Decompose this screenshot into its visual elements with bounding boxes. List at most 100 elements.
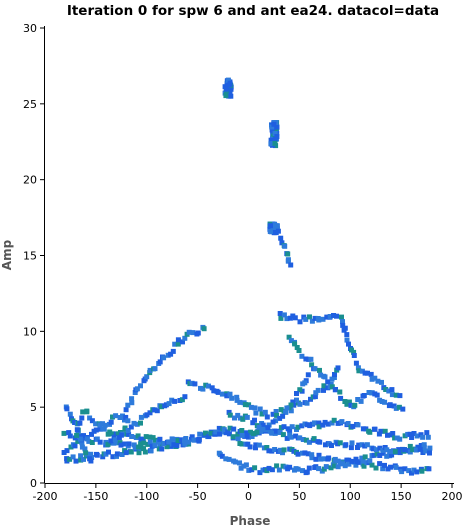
scatter-point-481 [147,367,153,373]
scatter-point-152 [297,319,303,325]
scatter-point-424 [420,434,426,440]
scatter-point-264 [335,458,341,464]
scatter-point-356 [231,426,237,432]
scatter-point-711 [421,442,427,448]
scatter-point-636 [393,405,399,411]
scatter-point-346 [202,430,208,436]
scatter-point-617 [346,399,352,405]
scatter-point-601 [309,362,315,368]
scatter-point-476 [138,383,143,389]
scatter-point-302 [78,457,84,463]
scatter-point-343 [195,437,201,443]
scatter-point-779 [413,447,419,453]
scatter-point-826 [340,319,345,325]
scatter-point-843 [368,371,374,377]
scatter-point-851 [389,387,395,393]
scatter-point-540 [203,382,209,388]
scatter-point-712 [421,445,427,451]
scatter-point-670 [304,469,310,475]
scatter-point-610 [329,384,335,390]
scatter-point-403 [363,426,369,432]
scatter-point-286 [399,469,405,475]
scatter-point-759 [356,442,362,448]
scatter-point-520 [147,410,153,416]
scatter-point-750 [329,443,334,448]
scatter-point-818 [110,414,115,420]
scatter-point-288 [406,468,412,474]
scatter-point-311 [103,451,109,457]
scatter-point-652 [252,465,258,471]
y-tick-label-4: 20 [23,174,37,187]
scatter-point-505 [108,438,114,444]
scatter-point-359 [239,428,245,433]
scatter-point-801 [74,432,80,438]
scatter-point-651 [249,467,255,473]
scatter-point-806 [80,409,86,415]
scatter-point-414 [392,435,398,441]
scatter-point-698 [384,453,390,459]
scatter-point-38 [225,77,231,83]
scatter-point-613 [337,389,343,395]
scatter-point-785 [64,406,70,412]
scatter-point-453 [138,441,144,447]
scatter-point-297 [64,458,70,464]
scatter-point-29 [227,87,233,93]
scatter-point-407 [372,426,378,432]
scatter-point-835 [351,349,357,355]
scatter-point-591 [286,334,292,340]
scatter-point-147 [281,312,287,318]
scatter-point-678 [328,465,334,471]
scatter-point-132 [267,229,273,234]
scatter-point-348 [208,430,214,436]
scatter-point-839 [356,368,362,374]
scatter-point-397 [345,421,351,426]
scatter-point-419 [407,431,413,437]
scatter-point-420 [409,435,415,440]
scatter-point-460 [157,436,163,442]
scatter-point-660 [276,467,282,473]
scatter-point-399 [350,423,356,429]
scatter-point-872 [266,422,272,428]
scatter-point-837 [353,360,359,366]
scatter-point-603 [312,366,318,372]
scatter-point-690 [360,457,366,462]
scatter-point-719 [240,416,246,422]
scatter-point-824 [125,418,131,424]
scatter-point-353 [221,427,227,433]
scatter-point-89 [274,134,280,139]
scatter-point-830 [344,332,350,338]
scatter-point-869 [277,415,283,421]
scatter-point-315 [114,451,120,457]
scatter-point-289 [409,470,414,476]
scatter-point-775 [401,447,407,453]
scatter-point-710 [418,443,424,448]
scatter-point-645 [232,459,238,465]
scatter-point-882 [239,432,245,438]
scatter-point-773 [397,450,403,456]
scatter-point-279 [380,466,386,472]
scatter-point-528 [166,401,172,407]
scatter-point-692 [367,458,373,464]
scatter-point-624 [361,393,367,398]
scatter-point-688 [354,459,360,465]
scatter-point-157 [312,315,318,321]
scatter-point-335 [171,442,177,448]
scatter-point-461 [161,441,167,447]
scatter-point-457 [149,443,155,449]
scatter-point-423 [418,432,424,438]
scatter-point-483 [152,366,158,372]
scatter-point-733 [280,432,286,438]
scatter-point-383 [307,423,313,429]
scatter-point-139 [282,243,288,249]
scatter-point-151 [292,315,298,321]
scatter-point-232 [245,441,251,447]
scatter-point-877 [254,429,260,435]
scatter-point-647 [238,465,244,471]
scatter-point-522 [152,407,157,413]
scatter-point-766 [377,445,383,451]
scatter-point-427 [61,430,67,436]
scatter-point-422 [414,433,420,439]
scatter-point-641 [219,453,225,459]
scatter-point-862 [294,397,299,403]
scatter-point-408 [376,431,382,437]
